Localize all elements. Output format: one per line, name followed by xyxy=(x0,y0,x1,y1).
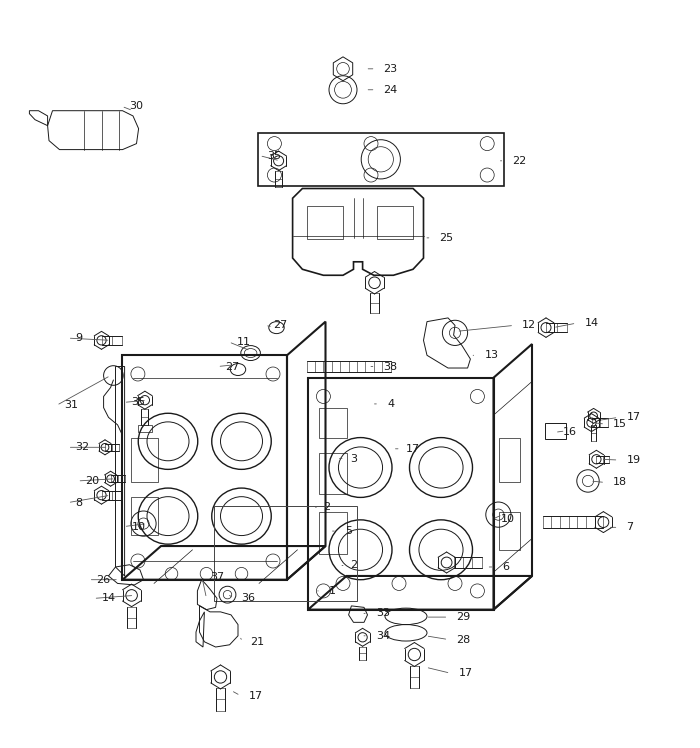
Text: 18: 18 xyxy=(613,477,627,488)
Bar xyxy=(318,453,346,494)
Text: 8: 8 xyxy=(76,497,83,508)
Bar xyxy=(131,497,158,535)
Bar xyxy=(377,206,413,239)
Bar xyxy=(214,506,357,601)
Text: 13: 13 xyxy=(484,350,498,361)
Text: 36: 36 xyxy=(241,593,255,604)
Text: 14: 14 xyxy=(584,318,598,328)
Bar xyxy=(131,438,158,482)
Text: 10: 10 xyxy=(500,514,514,524)
Text: 37: 37 xyxy=(210,572,224,583)
Bar xyxy=(318,408,346,438)
Text: 34: 34 xyxy=(376,631,390,641)
Text: 23: 23 xyxy=(384,64,398,74)
Text: 25: 25 xyxy=(440,233,454,243)
Text: 31: 31 xyxy=(64,400,78,411)
Text: 2: 2 xyxy=(350,560,357,571)
Text: 15: 15 xyxy=(613,419,627,429)
Text: 2: 2 xyxy=(323,502,330,512)
Text: 30: 30 xyxy=(130,101,144,111)
Text: 17: 17 xyxy=(458,668,472,678)
Text: 17: 17 xyxy=(248,690,262,701)
Text: 35: 35 xyxy=(267,150,281,161)
Text: 1: 1 xyxy=(329,586,336,596)
Text: 17: 17 xyxy=(626,412,640,423)
Text: 14: 14 xyxy=(102,593,116,604)
Text: 38: 38 xyxy=(384,361,398,372)
Bar xyxy=(499,438,520,482)
Text: 4: 4 xyxy=(387,399,394,409)
Text: 10: 10 xyxy=(132,521,146,532)
Text: 12: 12 xyxy=(522,320,536,331)
Text: 3: 3 xyxy=(350,453,357,464)
Bar xyxy=(318,512,346,554)
Text: 27: 27 xyxy=(273,320,287,331)
Text: 9: 9 xyxy=(76,333,83,343)
Bar xyxy=(545,423,566,439)
Text: 27: 27 xyxy=(225,361,239,372)
Text: 24: 24 xyxy=(384,85,398,95)
Text: 21: 21 xyxy=(251,637,265,647)
Text: 6: 6 xyxy=(503,562,510,572)
Text: 17: 17 xyxy=(406,444,420,454)
Text: 35: 35 xyxy=(132,397,146,408)
Text: 26: 26 xyxy=(97,574,111,585)
Text: 19: 19 xyxy=(626,455,640,465)
Text: 28: 28 xyxy=(456,634,470,645)
Text: 29: 29 xyxy=(456,612,470,622)
Text: 33: 33 xyxy=(376,608,390,619)
Bar xyxy=(307,206,343,239)
Text: 7: 7 xyxy=(626,522,634,533)
Text: 11: 11 xyxy=(237,337,251,347)
Bar xyxy=(138,425,152,432)
Bar xyxy=(499,512,520,550)
Text: 20: 20 xyxy=(85,476,99,486)
Text: 22: 22 xyxy=(512,156,526,166)
Text: 5: 5 xyxy=(345,526,352,536)
Text: 16: 16 xyxy=(563,427,577,438)
Text: 32: 32 xyxy=(76,442,90,453)
